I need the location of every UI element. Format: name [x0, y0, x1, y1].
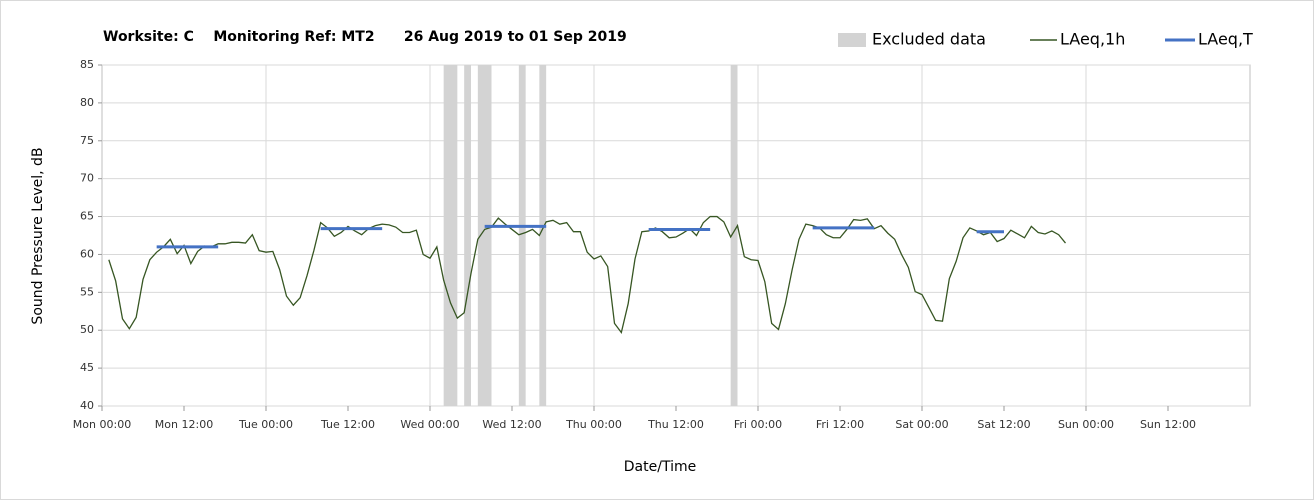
y-tick-label: 50: [80, 323, 94, 336]
y-axis-label: Sound Pressure Level, dB: [30, 147, 46, 324]
y-tick-label: 80: [80, 96, 94, 109]
x-tick-label: Fri 00:00: [734, 418, 782, 431]
x-tick-label: Mon 12:00: [155, 418, 213, 431]
x-tick-label: Sat 12:00: [977, 418, 1030, 431]
plot-area: [101, 64, 1251, 407]
excluded-band: [730, 65, 738, 406]
y-tick-label: 75: [80, 134, 94, 147]
y-tick-label: 45: [80, 361, 94, 374]
x-axis-label: Date/Time: [624, 459, 696, 475]
excluded-band: [539, 65, 547, 406]
legend-label: Excluded data: [872, 30, 986, 49]
x-tick-label: Mon 00:00: [73, 418, 131, 431]
excluded-band: [443, 65, 458, 406]
x-tick-label: Sat 00:00: [895, 418, 948, 431]
chart-title: Worksite: C Monitoring Ref: MT2 26 Aug 2…: [103, 29, 627, 45]
x-tick-label: Thu 12:00: [647, 418, 704, 431]
x-tick-label: Sun 12:00: [1140, 418, 1196, 431]
x-tick-label: Wed 00:00: [400, 418, 459, 431]
y-tick-label: 70: [80, 172, 94, 185]
x-tick-label: Tue 12:00: [320, 418, 375, 431]
line-series: [108, 215, 1067, 334]
y-tick-label: 60: [80, 247, 94, 260]
excluded-band: [518, 65, 526, 406]
legend-label: LAeq,1h: [1060, 30, 1125, 49]
x-tick-label: Wed 12:00: [482, 418, 541, 431]
legend-swatch-excluded: [838, 33, 866, 47]
x-tick-label: Sun 00:00: [1058, 418, 1114, 431]
x-tick-label: Tue 00:00: [238, 418, 293, 431]
excluded-band: [477, 65, 492, 406]
x-tick-label: Fri 12:00: [816, 418, 864, 431]
y-tick-label: 65: [80, 210, 94, 223]
legend-label: LAeq,T: [1198, 30, 1253, 49]
y-tick-label: 85: [80, 58, 94, 71]
excluded-band: [464, 65, 471, 406]
x-tick-label: Thu 00:00: [565, 418, 622, 431]
y-tick-label: 40: [80, 399, 94, 412]
y-tick-label: 55: [80, 285, 94, 298]
